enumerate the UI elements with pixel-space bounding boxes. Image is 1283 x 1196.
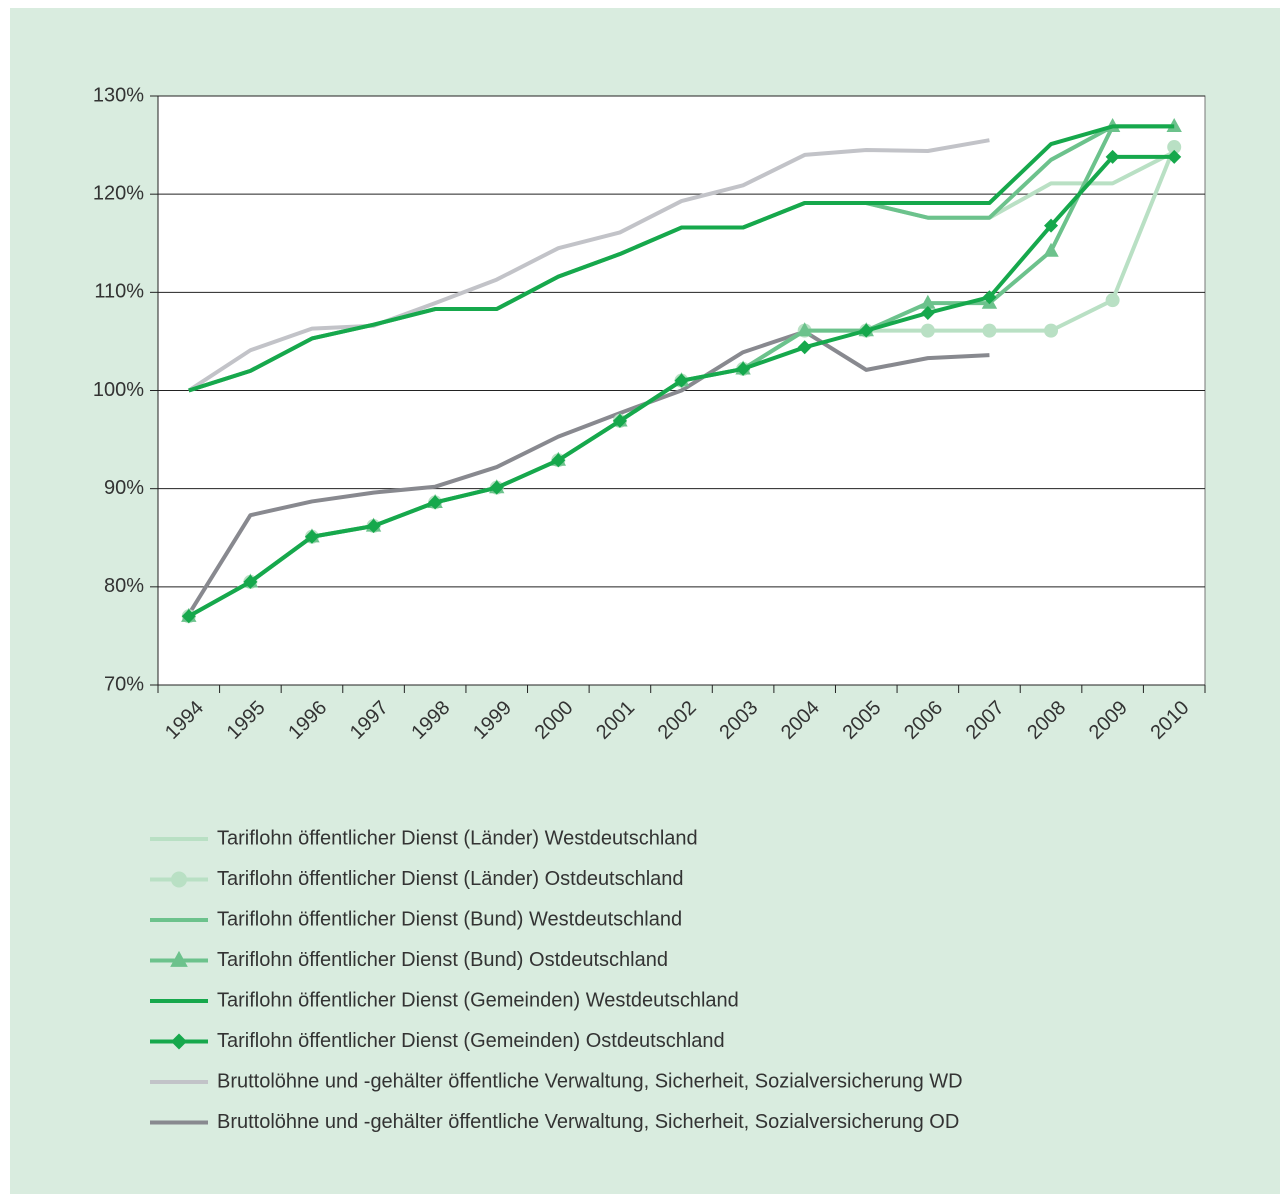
legend-label: Bruttolöhne und -gehälter öffentliche Ve… <box>217 1111 959 1133</box>
y-tick-label: 90% <box>104 477 144 499</box>
marker <box>797 340 812 355</box>
marker <box>171 1033 187 1050</box>
marker <box>1167 149 1182 164</box>
marker <box>170 950 188 967</box>
legend-label: Tariflohn öffentlicher Dienst (Länder) W… <box>217 827 698 849</box>
marker <box>1044 218 1059 233</box>
legend-label: Bruttolöhne und -gehälter öffentliche Ve… <box>217 1070 963 1092</box>
marker <box>920 323 935 338</box>
y-tick-label: 120% <box>93 182 144 204</box>
y-tick-label: 80% <box>104 575 144 597</box>
marker <box>736 361 751 376</box>
marker <box>1044 323 1059 338</box>
marker <box>1167 140 1182 155</box>
series-line <box>187 329 990 616</box>
marker <box>489 480 504 495</box>
marker <box>1105 293 1120 308</box>
marker <box>243 574 258 589</box>
marker <box>920 305 935 320</box>
y-tick-label: 100% <box>93 379 144 401</box>
marker <box>181 609 196 624</box>
legend-label: Tariflohn öffentlicher Dienst (Bund) Ost… <box>217 949 668 971</box>
marker <box>366 518 381 533</box>
marker <box>674 373 689 388</box>
marker <box>1105 149 1120 164</box>
marker <box>920 294 936 309</box>
marker <box>171 871 187 888</box>
marker <box>982 323 997 338</box>
legend-label: Tariflohn öffentlicher Dienst (Länder) O… <box>217 868 684 890</box>
y-tick-label: 130% <box>93 84 144 106</box>
marker <box>304 529 319 544</box>
marker <box>551 453 566 468</box>
series-line <box>188 124 1175 393</box>
legend-label: Tariflohn öffentlicher Dienst (Gemeinden… <box>217 989 739 1011</box>
y-tick-label: 70% <box>104 673 144 695</box>
marker <box>982 290 997 305</box>
marker <box>612 413 627 428</box>
series-line <box>187 138 990 393</box>
marker <box>796 322 813 337</box>
legend-label: Tariflohn öffentlicher Dienst (Gemeinden… <box>217 1030 725 1052</box>
marker <box>859 323 874 338</box>
y-tick-label: 110% <box>94 281 144 303</box>
marker <box>1043 242 1059 257</box>
legend-label: Tariflohn öffentlicher Dienst (Bund) Wes… <box>217 908 682 930</box>
marker <box>428 495 443 510</box>
